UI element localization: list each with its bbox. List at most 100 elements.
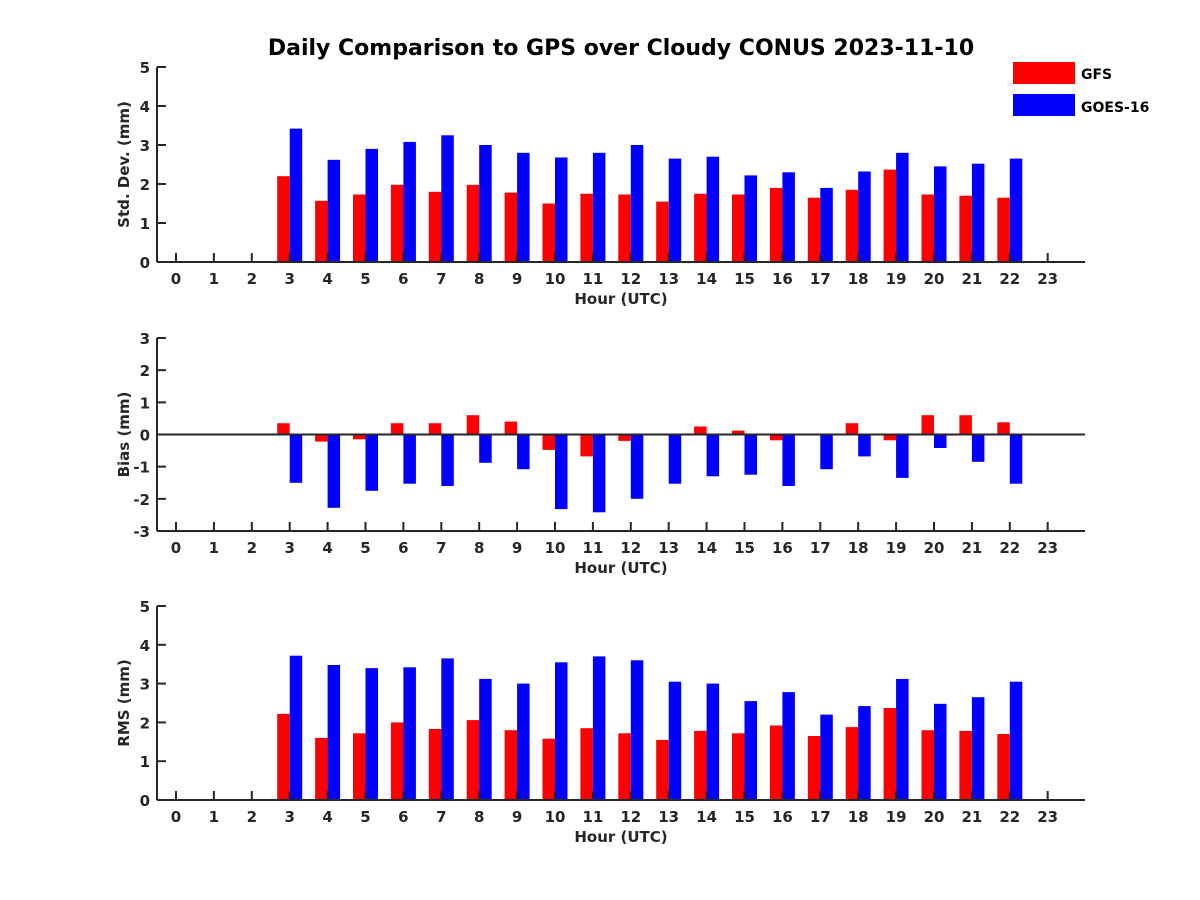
- bar-gfs-hour-7: [428, 423, 442, 435]
- bar-goes16-hour-15: [744, 701, 757, 800]
- bar-gfs-hour-12: [618, 194, 631, 262]
- bar-gfs-hour-15: [732, 733, 745, 800]
- bar-gfs-hour-12: [618, 733, 631, 800]
- x-tick-label: 18: [848, 539, 869, 557]
- bar-gfs-hour-15: [732, 430, 745, 435]
- bar-goes16-hour-17: [820, 187, 833, 262]
- bar-gfs-hour-9: [504, 730, 518, 800]
- x-tick-label: 19: [886, 808, 907, 826]
- x-tick-label: 9: [512, 270, 522, 288]
- x-tick-label: 16: [772, 270, 793, 288]
- x-tick-label: 16: [772, 808, 793, 826]
- bar-gfs-hour-11: [580, 193, 593, 263]
- bar-gfs-hour-22: [997, 197, 1010, 262]
- bar-goes16-hour-11: [592, 656, 606, 800]
- x-tick-label: 22: [999, 270, 1020, 288]
- y-tick-label: -1: [133, 459, 150, 477]
- bar-goes16-hour-20: [934, 166, 947, 262]
- x-tick-label: 5: [360, 539, 370, 557]
- x-tick-label: 20: [924, 808, 945, 826]
- x-tick-label: 17: [810, 539, 831, 557]
- bar-gfs-hour-20: [921, 194, 934, 262]
- y-tick-label: 2: [140, 714, 150, 732]
- x-tick-label: 6: [398, 539, 408, 557]
- bar-goes16-hour-3: [289, 128, 303, 262]
- bar-gfs-hour-17: [807, 736, 821, 800]
- x-tick-label: 11: [582, 539, 603, 557]
- bar-goes16-hour-21: [971, 697, 985, 800]
- bar-gfs-hour-17: [807, 197, 821, 262]
- bar-gfs-hour-22: [997, 422, 1010, 435]
- bar-gfs-hour-6: [390, 184, 404, 262]
- x-tick-label: 8: [474, 808, 484, 826]
- bar-gfs-hour-15: [732, 194, 745, 262]
- y-tick-label: 1: [140, 394, 150, 412]
- bar-goes16-hour-5: [365, 148, 378, 262]
- y-tick-label: 4: [140, 98, 150, 116]
- bar-goes16-hour-7: [441, 434, 454, 486]
- bar-gfs-hour-14: [694, 193, 707, 263]
- bar-gfs-hour-18: [845, 423, 859, 435]
- bar-goes16-hour-8: [479, 678, 492, 800]
- legend-swatch-gfs: [1013, 62, 1075, 84]
- bar-gfs-hour-16: [769, 725, 783, 800]
- x-tick-label: 21: [961, 539, 982, 557]
- bar-goes16-hour-4: [327, 665, 341, 800]
- bar-gfs-hour-11: [580, 434, 593, 457]
- x-tick-label: 16: [772, 539, 793, 557]
- bar-gfs-hour-10: [542, 738, 555, 800]
- bar-goes16-hour-12: [630, 660, 644, 800]
- bar-goes16-hour-14: [706, 156, 720, 262]
- bar-goes16-hour-5: [365, 668, 378, 800]
- bar-goes16-hour-6: [403, 434, 416, 484]
- bar-gfs-hour-3: [277, 176, 290, 262]
- bar-gfs-hour-22: [997, 734, 1010, 800]
- bar-goes16-hour-14: [706, 683, 720, 800]
- bar-goes16-hour-10: [555, 662, 568, 800]
- x-tick-label: 12: [620, 808, 641, 826]
- bar-goes16-hour-6: [403, 141, 416, 262]
- bar-gfs-hour-5: [353, 733, 366, 800]
- x-tick-label: 14: [696, 808, 717, 826]
- bar-goes16-hour-8: [479, 434, 492, 463]
- bar-goes16-hour-16: [782, 434, 795, 486]
- x-tick-label: 10: [545, 808, 566, 826]
- legend-swatch-goes16: [1013, 94, 1075, 116]
- bar-gfs-hour-13: [656, 201, 669, 262]
- x-tick-label: 23: [1037, 539, 1058, 557]
- x-tick-label: 13: [658, 539, 679, 557]
- bar-gfs-hour-21: [959, 195, 972, 262]
- bar-goes16-hour-7: [441, 658, 454, 800]
- x-tick-label: 1: [209, 270, 219, 288]
- bar-goes16-hour-11: [592, 152, 606, 262]
- bar-gfs-hour-14: [694, 730, 707, 800]
- y-tick-label: 0: [140, 254, 150, 272]
- x-tick-label: 4: [322, 808, 332, 826]
- x-tick-label: 6: [398, 270, 408, 288]
- bar-gfs-hour-5: [353, 434, 366, 440]
- bar-goes16-hour-3: [289, 434, 303, 483]
- bar-gfs-hour-18: [845, 189, 859, 262]
- bar-gfs-hour-8: [466, 184, 480, 262]
- x-tick-label: 8: [474, 539, 484, 557]
- x-tick-label: 13: [658, 270, 679, 288]
- bar-goes16-hour-12: [630, 145, 644, 262]
- bar-gfs-hour-21: [959, 415, 972, 435]
- bar-goes16-hour-20: [934, 703, 947, 800]
- bar-goes16-hour-22: [1009, 158, 1023, 262]
- y-tick-label: -2: [133, 491, 150, 509]
- x-tick-label: 3: [284, 270, 294, 288]
- x-axis-label: Hour (UTC): [574, 290, 667, 308]
- bar-gfs-hour-9: [504, 192, 518, 262]
- bar-gfs-hour-10: [542, 434, 555, 450]
- bar-goes16-hour-8: [479, 145, 492, 262]
- x-tick-label: 15: [734, 270, 755, 288]
- x-tick-label: 1: [209, 539, 219, 557]
- x-tick-label: 11: [582, 270, 603, 288]
- bar-gfs-hour-20: [921, 730, 934, 800]
- bar-goes16-hour-22: [1009, 434, 1023, 484]
